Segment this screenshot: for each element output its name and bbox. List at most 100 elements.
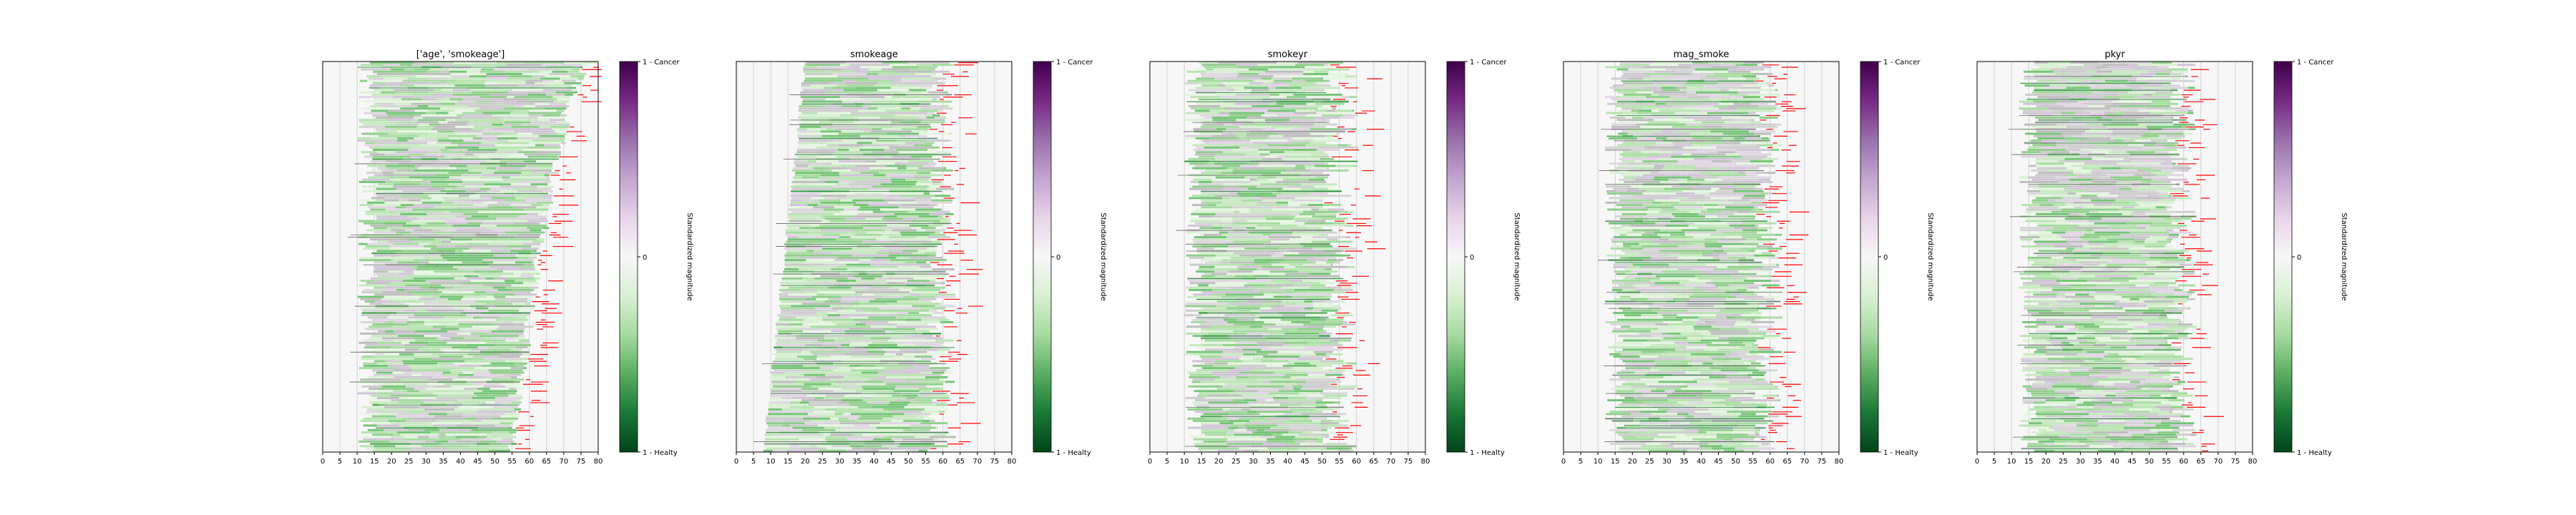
row-segment bbox=[831, 320, 860, 323]
row-segment bbox=[810, 84, 837, 87]
row-segment bbox=[833, 139, 844, 142]
row-segment bbox=[838, 132, 864, 135]
row-segment bbox=[401, 417, 413, 420]
row-segment bbox=[852, 447, 889, 450]
row-segment bbox=[408, 199, 421, 202]
row-segment bbox=[417, 265, 453, 268]
row-segment bbox=[1774, 222, 1777, 225]
row-segment bbox=[406, 411, 426, 413]
row-segment bbox=[535, 82, 565, 84]
row-segment bbox=[877, 433, 914, 436]
row-segment bbox=[1727, 222, 1742, 225]
row-segment bbox=[499, 422, 513, 425]
row-segment bbox=[474, 291, 486, 294]
row-segment bbox=[901, 121, 921, 124]
row-segment bbox=[1250, 325, 1263, 328]
row-segment bbox=[889, 358, 921, 360]
row-segment bbox=[1299, 252, 1336, 255]
row-segment bbox=[1350, 195, 1352, 197]
row-segment bbox=[906, 381, 919, 383]
row-segment bbox=[780, 300, 794, 303]
row-segment bbox=[384, 222, 406, 225]
row-segment bbox=[411, 160, 450, 162]
row-segment bbox=[857, 282, 887, 285]
row-segment bbox=[937, 215, 942, 218]
row-segment bbox=[1688, 142, 1724, 144]
row-segment bbox=[865, 114, 895, 117]
row-segment bbox=[532, 139, 554, 142]
row-segment bbox=[1306, 134, 1326, 137]
row-segment bbox=[902, 217, 918, 220]
row-segment bbox=[802, 277, 814, 280]
row-segment bbox=[422, 172, 449, 175]
row-segment bbox=[790, 199, 801, 202]
row-segment bbox=[424, 137, 438, 139]
row-segment bbox=[849, 339, 889, 342]
row-segment bbox=[876, 348, 884, 351]
row-segment bbox=[883, 328, 916, 330]
row-segment bbox=[1303, 323, 1317, 326]
row-segment bbox=[1696, 185, 1734, 188]
row-segment bbox=[1272, 433, 1283, 436]
row-segment bbox=[535, 167, 553, 170]
row-segment bbox=[403, 362, 438, 365]
row-segment bbox=[1193, 314, 1202, 317]
row-segment bbox=[385, 360, 403, 363]
row-segment bbox=[1702, 252, 1712, 255]
row-segment bbox=[1220, 261, 1231, 264]
row-segment bbox=[770, 371, 786, 374]
row-segment bbox=[769, 399, 802, 402]
row-segment bbox=[1641, 314, 1662, 317]
row-segment bbox=[1733, 137, 1745, 139]
row-segment bbox=[886, 165, 907, 167]
row-segment bbox=[834, 146, 862, 149]
row-segment bbox=[894, 388, 919, 390]
row-segment bbox=[915, 396, 925, 399]
row-segment bbox=[1299, 443, 1309, 446]
row-segment bbox=[1246, 422, 1285, 425]
row-segment bbox=[796, 337, 825, 340]
row-segment bbox=[420, 325, 433, 328]
row-segment bbox=[1219, 231, 1228, 234]
row-segment bbox=[930, 280, 936, 283]
row-segment bbox=[1252, 270, 1270, 273]
row-segment bbox=[1261, 236, 1269, 238]
row-segment bbox=[457, 445, 470, 448]
row-segment bbox=[371, 335, 398, 338]
row-segment bbox=[490, 362, 514, 365]
row-segment bbox=[791, 187, 832, 190]
row-segment bbox=[1619, 64, 1650, 67]
row-segment bbox=[441, 229, 457, 232]
row-segment bbox=[1305, 396, 1325, 399]
row-segment bbox=[525, 82, 535, 84]
row-segment bbox=[831, 185, 862, 188]
row-segment bbox=[474, 109, 514, 112]
row-segment bbox=[916, 399, 932, 402]
row-segment bbox=[1215, 212, 1254, 215]
row-segment bbox=[557, 123, 570, 126]
row-segment bbox=[1266, 284, 1294, 287]
row-segment bbox=[368, 206, 396, 209]
row-segment bbox=[392, 339, 416, 342]
row-segment bbox=[539, 217, 547, 220]
row-segment bbox=[1263, 355, 1300, 358]
row-segment bbox=[859, 66, 893, 69]
row-segment bbox=[445, 433, 459, 436]
row-segment bbox=[1660, 149, 1698, 151]
row-segment bbox=[1659, 238, 1669, 241]
row-segment bbox=[442, 227, 454, 230]
row-segment bbox=[463, 355, 473, 358]
row-segment bbox=[945, 201, 952, 204]
row-segment bbox=[1687, 91, 1696, 94]
row-segment bbox=[416, 268, 458, 270]
row-segment bbox=[1746, 174, 1758, 177]
row-segment bbox=[1253, 295, 1274, 298]
row-segment bbox=[1202, 358, 1240, 360]
row-segment bbox=[1236, 64, 1258, 67]
row-segment bbox=[776, 339, 818, 342]
x-tick-label: 30 bbox=[835, 458, 844, 466]
row-segment bbox=[1215, 157, 1241, 160]
row-segment bbox=[512, 89, 544, 92]
row-segment bbox=[1229, 286, 1255, 289]
row-segment bbox=[369, 105, 381, 107]
